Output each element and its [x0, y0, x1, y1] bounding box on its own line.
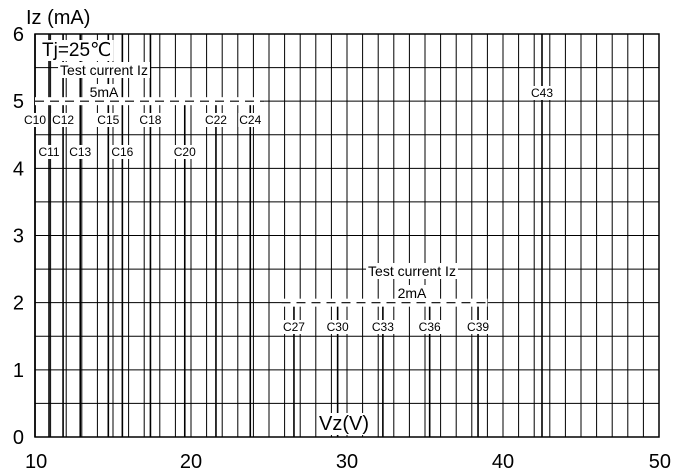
series-label-c16: C16	[111, 145, 133, 159]
annotation-text-bg	[395, 285, 430, 301]
tick-labels: 10 20 30 40 50 0 1 2 3 4 5 6	[13, 24, 671, 473]
series-label-c27: C27	[283, 320, 305, 334]
y-tick-label: 4	[13, 158, 24, 180]
x-axis-title: Vz(V)	[319, 413, 369, 435]
series-label-bg	[370, 320, 396, 334]
series-label-bg	[238, 113, 263, 127]
series-label-bg	[51, 113, 76, 127]
annotation-text-test-current-2ma: Test current Iz	[368, 263, 456, 279]
y-tick-label: 1	[13, 360, 24, 382]
series-label-c18: C18	[139, 113, 161, 127]
series-label-c12: C12	[52, 113, 74, 127]
series-label-bg	[110, 145, 135, 159]
y-tick-label: 5	[13, 91, 24, 113]
condition-label: Tj=25℃	[42, 40, 111, 61]
annotation-text-bg	[87, 84, 122, 100]
series-label-bg	[138, 113, 163, 127]
x-tick-label: 20	[180, 451, 202, 473]
annotation-text-bg	[58, 62, 150, 78]
series-label-bg	[529, 86, 555, 100]
test-current-annotations: Test current Iz 5mA Test current Iz 2mA Tj=2…	[35, 40, 488, 307]
series-label-c13: C13	[69, 145, 91, 159]
series-label-bg	[466, 320, 491, 334]
series-label-c36: C36	[419, 320, 441, 334]
series-label-c20: C20	[174, 145, 196, 159]
y-tick-label: 2	[13, 293, 24, 315]
series-label-c11: C11	[38, 145, 59, 159]
series-label-c39: C39	[467, 320, 489, 334]
y-axis-title: Iz (mA)	[26, 7, 90, 29]
series-label-bg	[281, 320, 307, 334]
series-label-c15: C15	[97, 113, 119, 127]
x-tick-label: 50	[649, 451, 671, 473]
x-axis-title-bg	[317, 413, 371, 435]
y-tick-label: 6	[13, 24, 24, 46]
series-label-c43: C43	[531, 86, 553, 100]
series-label-bg	[325, 320, 350, 334]
annotation-backing	[35, 97, 265, 106]
axis-titles: Iz (mA) Vz(V)	[26, 7, 371, 435]
series-label-bg	[96, 113, 121, 127]
grid	[34, 33, 660, 438]
y-tick-label: 3	[13, 226, 24, 248]
annotation-text-test-current-5ma: Test current Iz	[60, 62, 148, 78]
annotation-text-bg	[366, 263, 458, 279]
x-tick-label: 40	[492, 451, 514, 473]
y-tick-label: 0	[13, 427, 24, 449]
series-label-bg	[417, 320, 443, 334]
series-label-c24: C24	[239, 113, 261, 127]
series-label-bg	[172, 145, 198, 159]
series-label-c22: C22	[205, 113, 227, 127]
series-label-c33: C33	[372, 320, 394, 334]
x-tick-label: 10	[25, 451, 47, 473]
x-tick-label: 30	[336, 451, 358, 473]
annotation-text-test-current-5ma: 5mA	[90, 84, 119, 100]
condition-label-bg	[40, 40, 114, 61]
series-label-c10: C10	[24, 113, 46, 127]
series-label-bg	[22, 113, 48, 127]
annotation-backing	[281, 298, 488, 307]
series-label-c30: C30	[327, 320, 349, 334]
annotation-text-test-current-2ma: 2mA	[398, 285, 427, 301]
series-label-bg	[68, 145, 93, 159]
series-label-bg	[37, 145, 61, 159]
series-label-bg	[203, 113, 229, 127]
